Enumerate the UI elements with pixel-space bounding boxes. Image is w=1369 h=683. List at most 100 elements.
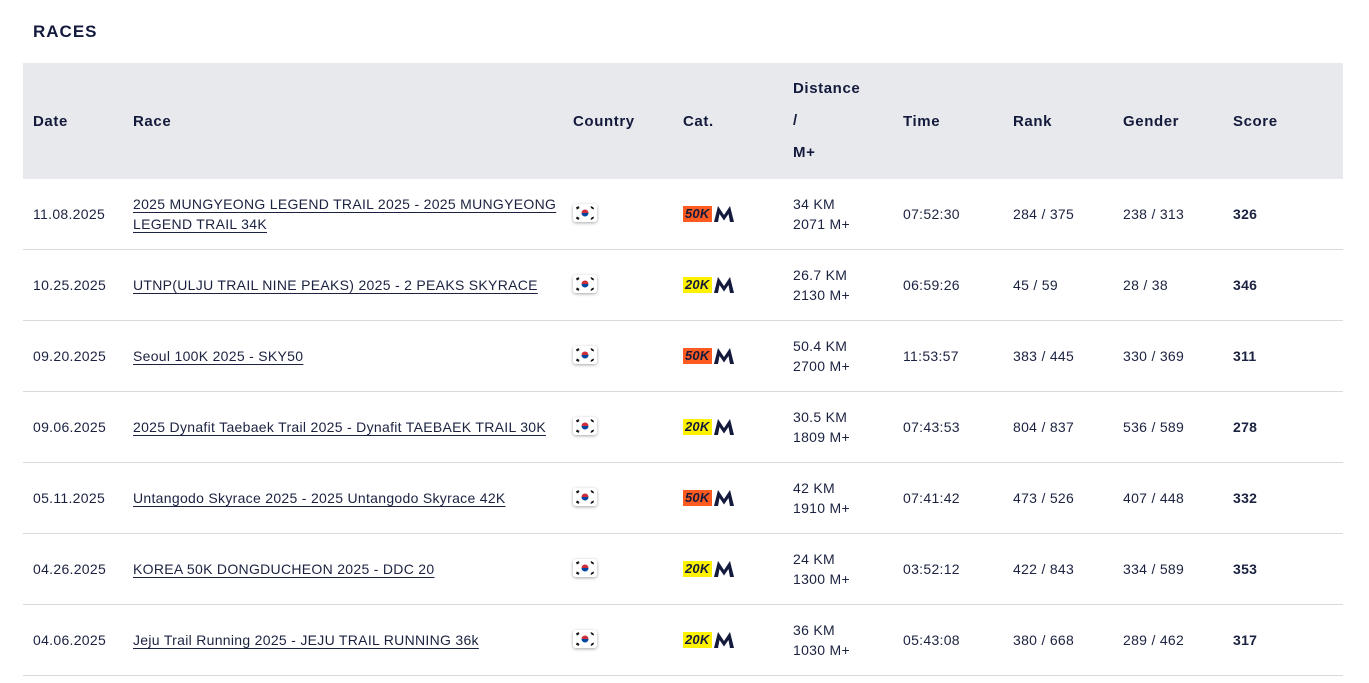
- race-elevation: 2700 M+: [793, 358, 850, 374]
- country-cell: [563, 320, 673, 392]
- category-badge: 50K: [683, 489, 735, 507]
- race-cell: KOREA 50K DONGDUCHEON 2025 - DDC 20: [123, 533, 563, 605]
- race-time: 07:41:42: [893, 462, 1003, 534]
- country-cell: [563, 462, 673, 534]
- table-row: 10.25.2025 UTNP(ULJU TRAIL NINE PEAKS) 2…: [23, 249, 1343, 321]
- race-gender-rank: 330 / 369: [1113, 320, 1223, 392]
- race-distance: 36 KM: [793, 622, 835, 638]
- category-label: 50K: [683, 348, 713, 364]
- column-header-distance-line2: /: [793, 112, 798, 129]
- category-label: 20K: [683, 277, 713, 293]
- south-korea-flag-icon: [573, 629, 597, 648]
- mountain-m-icon: [714, 277, 735, 293]
- column-header-distance-line3: M+: [793, 144, 816, 161]
- race-gender-rank: 28 / 38: [1113, 249, 1223, 321]
- distance-cell: 50.4 KM 2700 M+: [783, 320, 893, 392]
- race-cell: UTNP(ULJU TRAIL NINE PEAKS) 2025 - 2 PEA…: [123, 249, 563, 321]
- category-badge: 50K: [683, 347, 735, 365]
- race-elevation: 1809 M+: [793, 429, 850, 445]
- race-rank: 380 / 668: [1003, 604, 1113, 676]
- country-cell: [563, 179, 673, 250]
- race-rank: 284 / 375: [1003, 179, 1113, 250]
- category-cell: 50K: [673, 462, 783, 534]
- distance-cell: 30.5 KM 1809 M+: [783, 391, 893, 463]
- table-row: 04.26.2025 KOREA 50K DONGDUCHEON 2025 - …: [23, 533, 1343, 605]
- race-rank: 804 / 837: [1003, 391, 1113, 463]
- table-row: 05.11.2025 Untangodo Skyrace 2025 - 2025…: [23, 462, 1343, 534]
- table-row: 09.20.2025 Seoul 100K 2025 - SKY50: [23, 320, 1343, 392]
- distance-cell: 24 KM 1300 M+: [783, 533, 893, 605]
- country-cell: [563, 604, 673, 676]
- race-rank: 473 / 526: [1003, 462, 1113, 534]
- race-link[interactable]: UTNP(ULJU TRAIL NINE PEAKS) 2025 - 2 PEA…: [133, 277, 538, 293]
- race-date: 10.25.2025: [23, 249, 123, 321]
- race-link[interactable]: 2025 MUNGYEONG LEGEND TRAIL 2025 - 2025 …: [133, 196, 557, 232]
- race-elevation: 1030 M+: [793, 642, 850, 658]
- category-label: 50K: [683, 490, 713, 506]
- category-label: 20K: [683, 561, 713, 577]
- race-score: 353: [1223, 533, 1343, 605]
- country-cell: [563, 533, 673, 605]
- race-cell: Untangodo Skyrace 2025 - 2025 Untangodo …: [123, 462, 563, 534]
- race-link[interactable]: Untangodo Skyrace 2025 - 2025 Untangodo …: [133, 490, 506, 506]
- race-score: 326: [1223, 179, 1343, 250]
- race-time: 07:52:30: [893, 179, 1003, 250]
- race-link[interactable]: KOREA 50K DONGDUCHEON 2025 - DDC 20: [133, 561, 435, 577]
- race-distance: 30.5 KM: [793, 409, 848, 425]
- south-korea-flag-icon: [573, 345, 597, 364]
- column-header-cat: Cat.: [673, 63, 783, 179]
- category-cell: 50K: [673, 179, 783, 250]
- race-distance: 34 KM: [793, 196, 835, 212]
- race-date: 04.26.2025: [23, 533, 123, 605]
- race-elevation: 2130 M+: [793, 287, 850, 303]
- column-header-date: Date: [23, 63, 123, 179]
- race-date: 05.11.2025: [23, 462, 123, 534]
- category-label: 20K: [683, 419, 713, 435]
- race-gender-rank: 289 / 462: [1113, 604, 1223, 676]
- race-distance: 26.7 KM: [793, 267, 848, 283]
- race-time: 07:43:53: [893, 391, 1003, 463]
- category-cell: 20K: [673, 604, 783, 676]
- table-row: 09.06.2025 2025 Dynafit Taebaek Trail 20…: [23, 391, 1343, 463]
- race-date: 04.06.2025: [23, 604, 123, 676]
- country-cell: [563, 249, 673, 321]
- south-korea-flag-icon: [573, 203, 597, 222]
- category-badge: 20K: [683, 418, 735, 436]
- races-table: Date Race Country Cat. Distance / M+ Tim…: [23, 63, 1343, 676]
- race-score: 332: [1223, 462, 1343, 534]
- race-time: 03:52:12: [893, 533, 1003, 605]
- race-date: 09.06.2025: [23, 391, 123, 463]
- table-body: 11.08.2025 2025 MUNGYEONG LEGEND TRAIL 2…: [23, 179, 1343, 676]
- race-score: 346: [1223, 249, 1343, 321]
- race-distance: 24 KM: [793, 551, 835, 567]
- table-header: Date Race Country Cat. Distance / M+ Tim…: [23, 63, 1343, 179]
- mountain-m-icon: [714, 490, 735, 506]
- mountain-m-icon: [714, 419, 735, 435]
- mountain-m-icon: [714, 206, 735, 222]
- column-header-rank: Rank: [1003, 63, 1113, 179]
- column-header-country: Country: [563, 63, 673, 179]
- category-badge: 20K: [683, 631, 735, 649]
- race-link[interactable]: 2025 Dynafit Taebaek Trail 2025 - Dynafi…: [133, 419, 547, 435]
- race-distance: 50.4 KM: [793, 338, 848, 354]
- section-title: RACES: [33, 22, 98, 41]
- category-cell: 20K: [673, 249, 783, 321]
- race-link[interactable]: Jeju Trail Running 2025 - JEJU TRAIL RUN…: [133, 632, 479, 648]
- south-korea-flag-icon: [573, 558, 597, 577]
- table-row: 04.06.2025 Jeju Trail Running 2025 - JEJ…: [23, 604, 1343, 676]
- race-gender-rank: 407 / 448: [1113, 462, 1223, 534]
- race-distance: 42 KM: [793, 480, 835, 496]
- category-label: 50K: [683, 206, 713, 222]
- south-korea-flag-icon: [573, 487, 597, 506]
- race-link[interactable]: Seoul 100K 2025 - SKY50: [133, 348, 304, 364]
- column-header-time: Time: [893, 63, 1003, 179]
- mountain-m-icon: [714, 561, 735, 577]
- column-header-distance-line1: Distance: [793, 80, 861, 97]
- race-time: 11:53:57: [893, 320, 1003, 392]
- race-cell: 2025 MUNGYEONG LEGEND TRAIL 2025 - 2025 …: [123, 179, 563, 250]
- race-gender-rank: 238 / 313: [1113, 179, 1223, 250]
- race-score: 317: [1223, 604, 1343, 676]
- mountain-m-icon: [714, 348, 735, 364]
- race-cell: Jeju Trail Running 2025 - JEJU TRAIL RUN…: [123, 604, 563, 676]
